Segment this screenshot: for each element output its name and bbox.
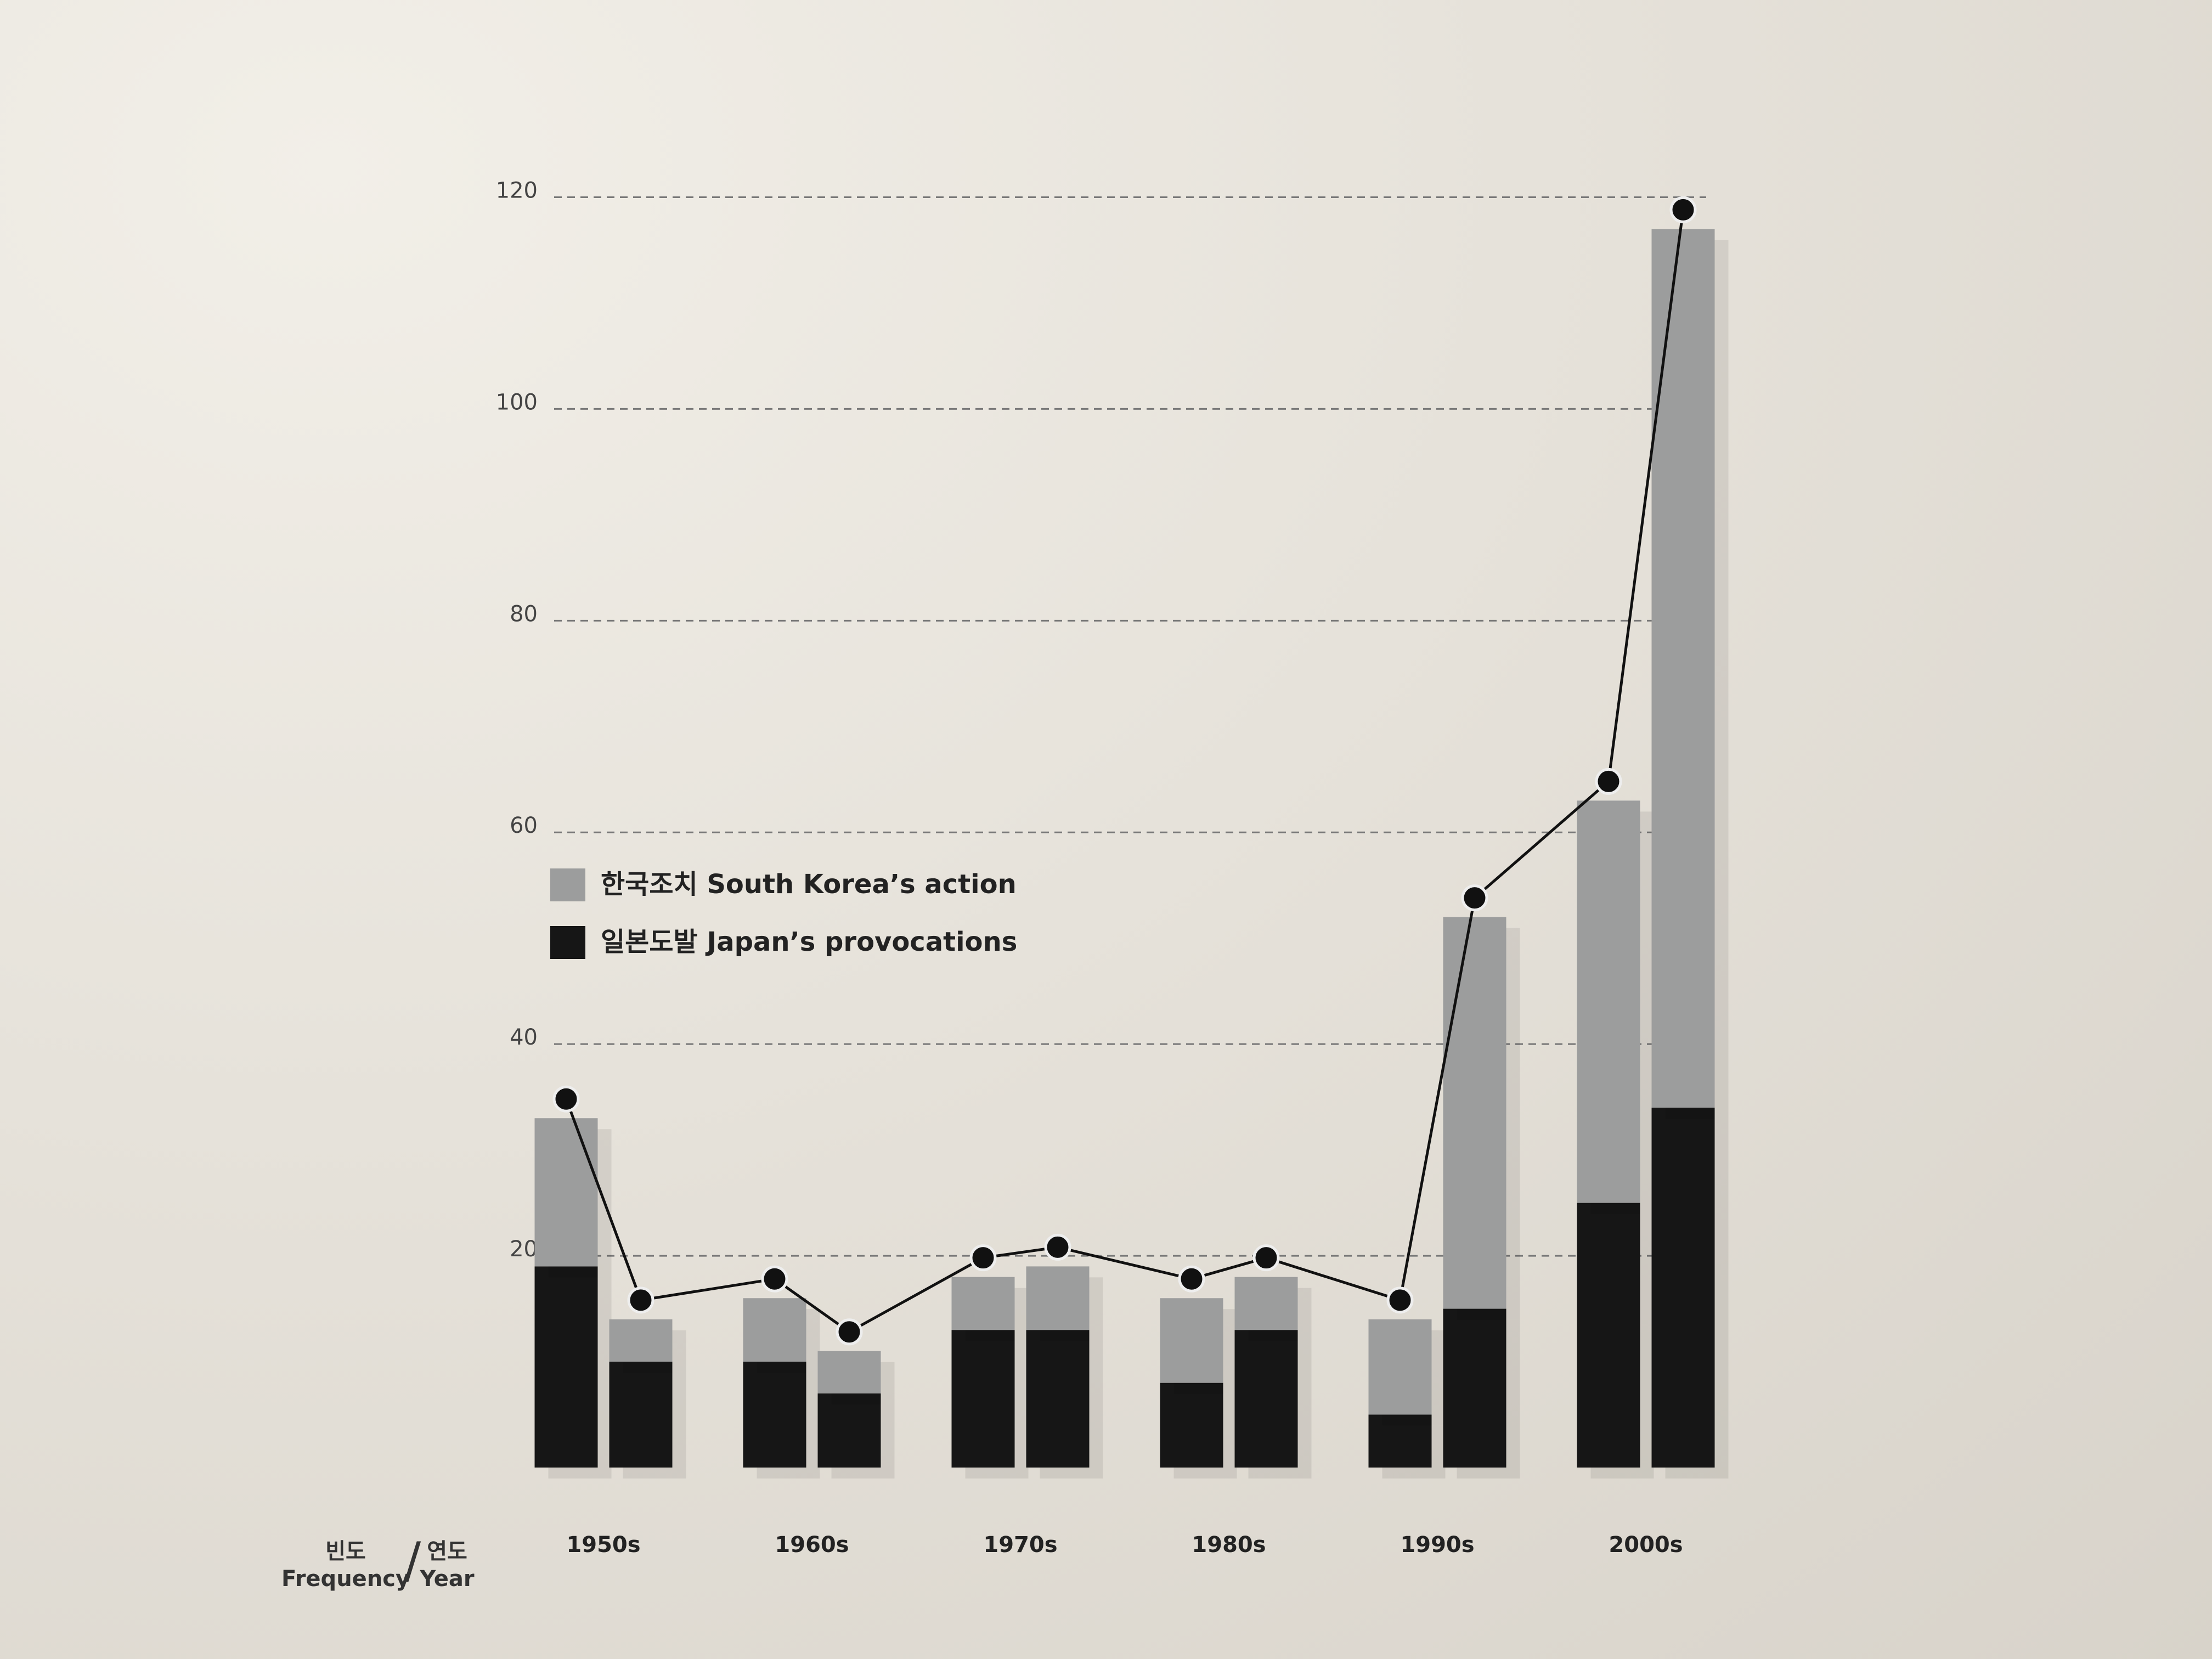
- legend-label: 한국조치 South Korea’s action: [601, 869, 1017, 900]
- y-axis-label-en: Frequency: [281, 1566, 410, 1592]
- bar-segment: [534, 1266, 598, 1468]
- bar-segment: [951, 1330, 1015, 1468]
- total-dot: [1595, 768, 1622, 795]
- bar-segment: [1443, 1308, 1506, 1468]
- bar-segment: [1234, 1330, 1298, 1468]
- y-tick-label: 80: [510, 601, 538, 627]
- total-dot: [1669, 196, 1697, 223]
- y-tick-label: 20: [510, 1237, 538, 1262]
- legend-label: 일본도발 Japan’s provocations: [601, 927, 1017, 957]
- bar-segment: [1651, 229, 1715, 1108]
- y-tick-label: 100: [496, 390, 538, 415]
- y-axis-label: 빈도: [325, 1539, 366, 1564]
- bar-segment: [743, 1298, 806, 1362]
- bar-segment: [817, 1351, 881, 1393]
- x-tick-label: 2000s: [1609, 1532, 1683, 1558]
- bar-segment: [1160, 1383, 1223, 1468]
- total-dot: [761, 1265, 788, 1293]
- axis-separator: /: [404, 1532, 421, 1589]
- bar-segment: [534, 1118, 598, 1267]
- x-tick-label: 1970s: [983, 1532, 1057, 1558]
- x-tick-label: 1960s: [775, 1532, 849, 1558]
- bar-segment: [1026, 1266, 1090, 1330]
- legend-swatch: [550, 926, 585, 959]
- y-tick-label: 120: [496, 178, 538, 203]
- bar-segment: [1651, 1107, 1715, 1468]
- total-line: [565, 210, 1685, 1334]
- bar-segment: [1234, 1277, 1298, 1330]
- x-tick-label: 1980s: [1192, 1532, 1266, 1558]
- bar-segment: [743, 1362, 806, 1468]
- x-axis-label-en: Year: [419, 1566, 474, 1592]
- bar-segment: [1577, 800, 1640, 1203]
- legend-swatch: [550, 868, 585, 901]
- bar-segment: [1577, 1203, 1640, 1468]
- y-tick-label: 60: [510, 813, 538, 838]
- x-tick-label: 1950s: [566, 1532, 640, 1558]
- total-dot: [1252, 1244, 1280, 1272]
- bar-segment: [1160, 1298, 1223, 1383]
- total-dot: [969, 1244, 997, 1272]
- total-dot: [836, 1318, 863, 1346]
- bar-segment: [609, 1319, 673, 1362]
- bar-segment: [1368, 1414, 1432, 1468]
- bar-segment: [1026, 1330, 1090, 1468]
- bar-segment: [817, 1393, 881, 1468]
- bar-segment: [609, 1362, 673, 1468]
- total-dot: [627, 1286, 654, 1314]
- total-dot: [1044, 1233, 1071, 1261]
- x-axis-label: 연도: [427, 1539, 467, 1564]
- total-dot: [1461, 884, 1488, 912]
- bar-segment: [1368, 1319, 1432, 1415]
- y-tick-label: 40: [510, 1025, 538, 1050]
- total-dot: [552, 1085, 580, 1113]
- bar-segment: [1443, 917, 1506, 1309]
- bar-segment: [951, 1277, 1015, 1330]
- total-dot: [1178, 1265, 1205, 1293]
- total-dot: [1386, 1286, 1414, 1314]
- x-tick-label: 1990s: [1400, 1532, 1474, 1558]
